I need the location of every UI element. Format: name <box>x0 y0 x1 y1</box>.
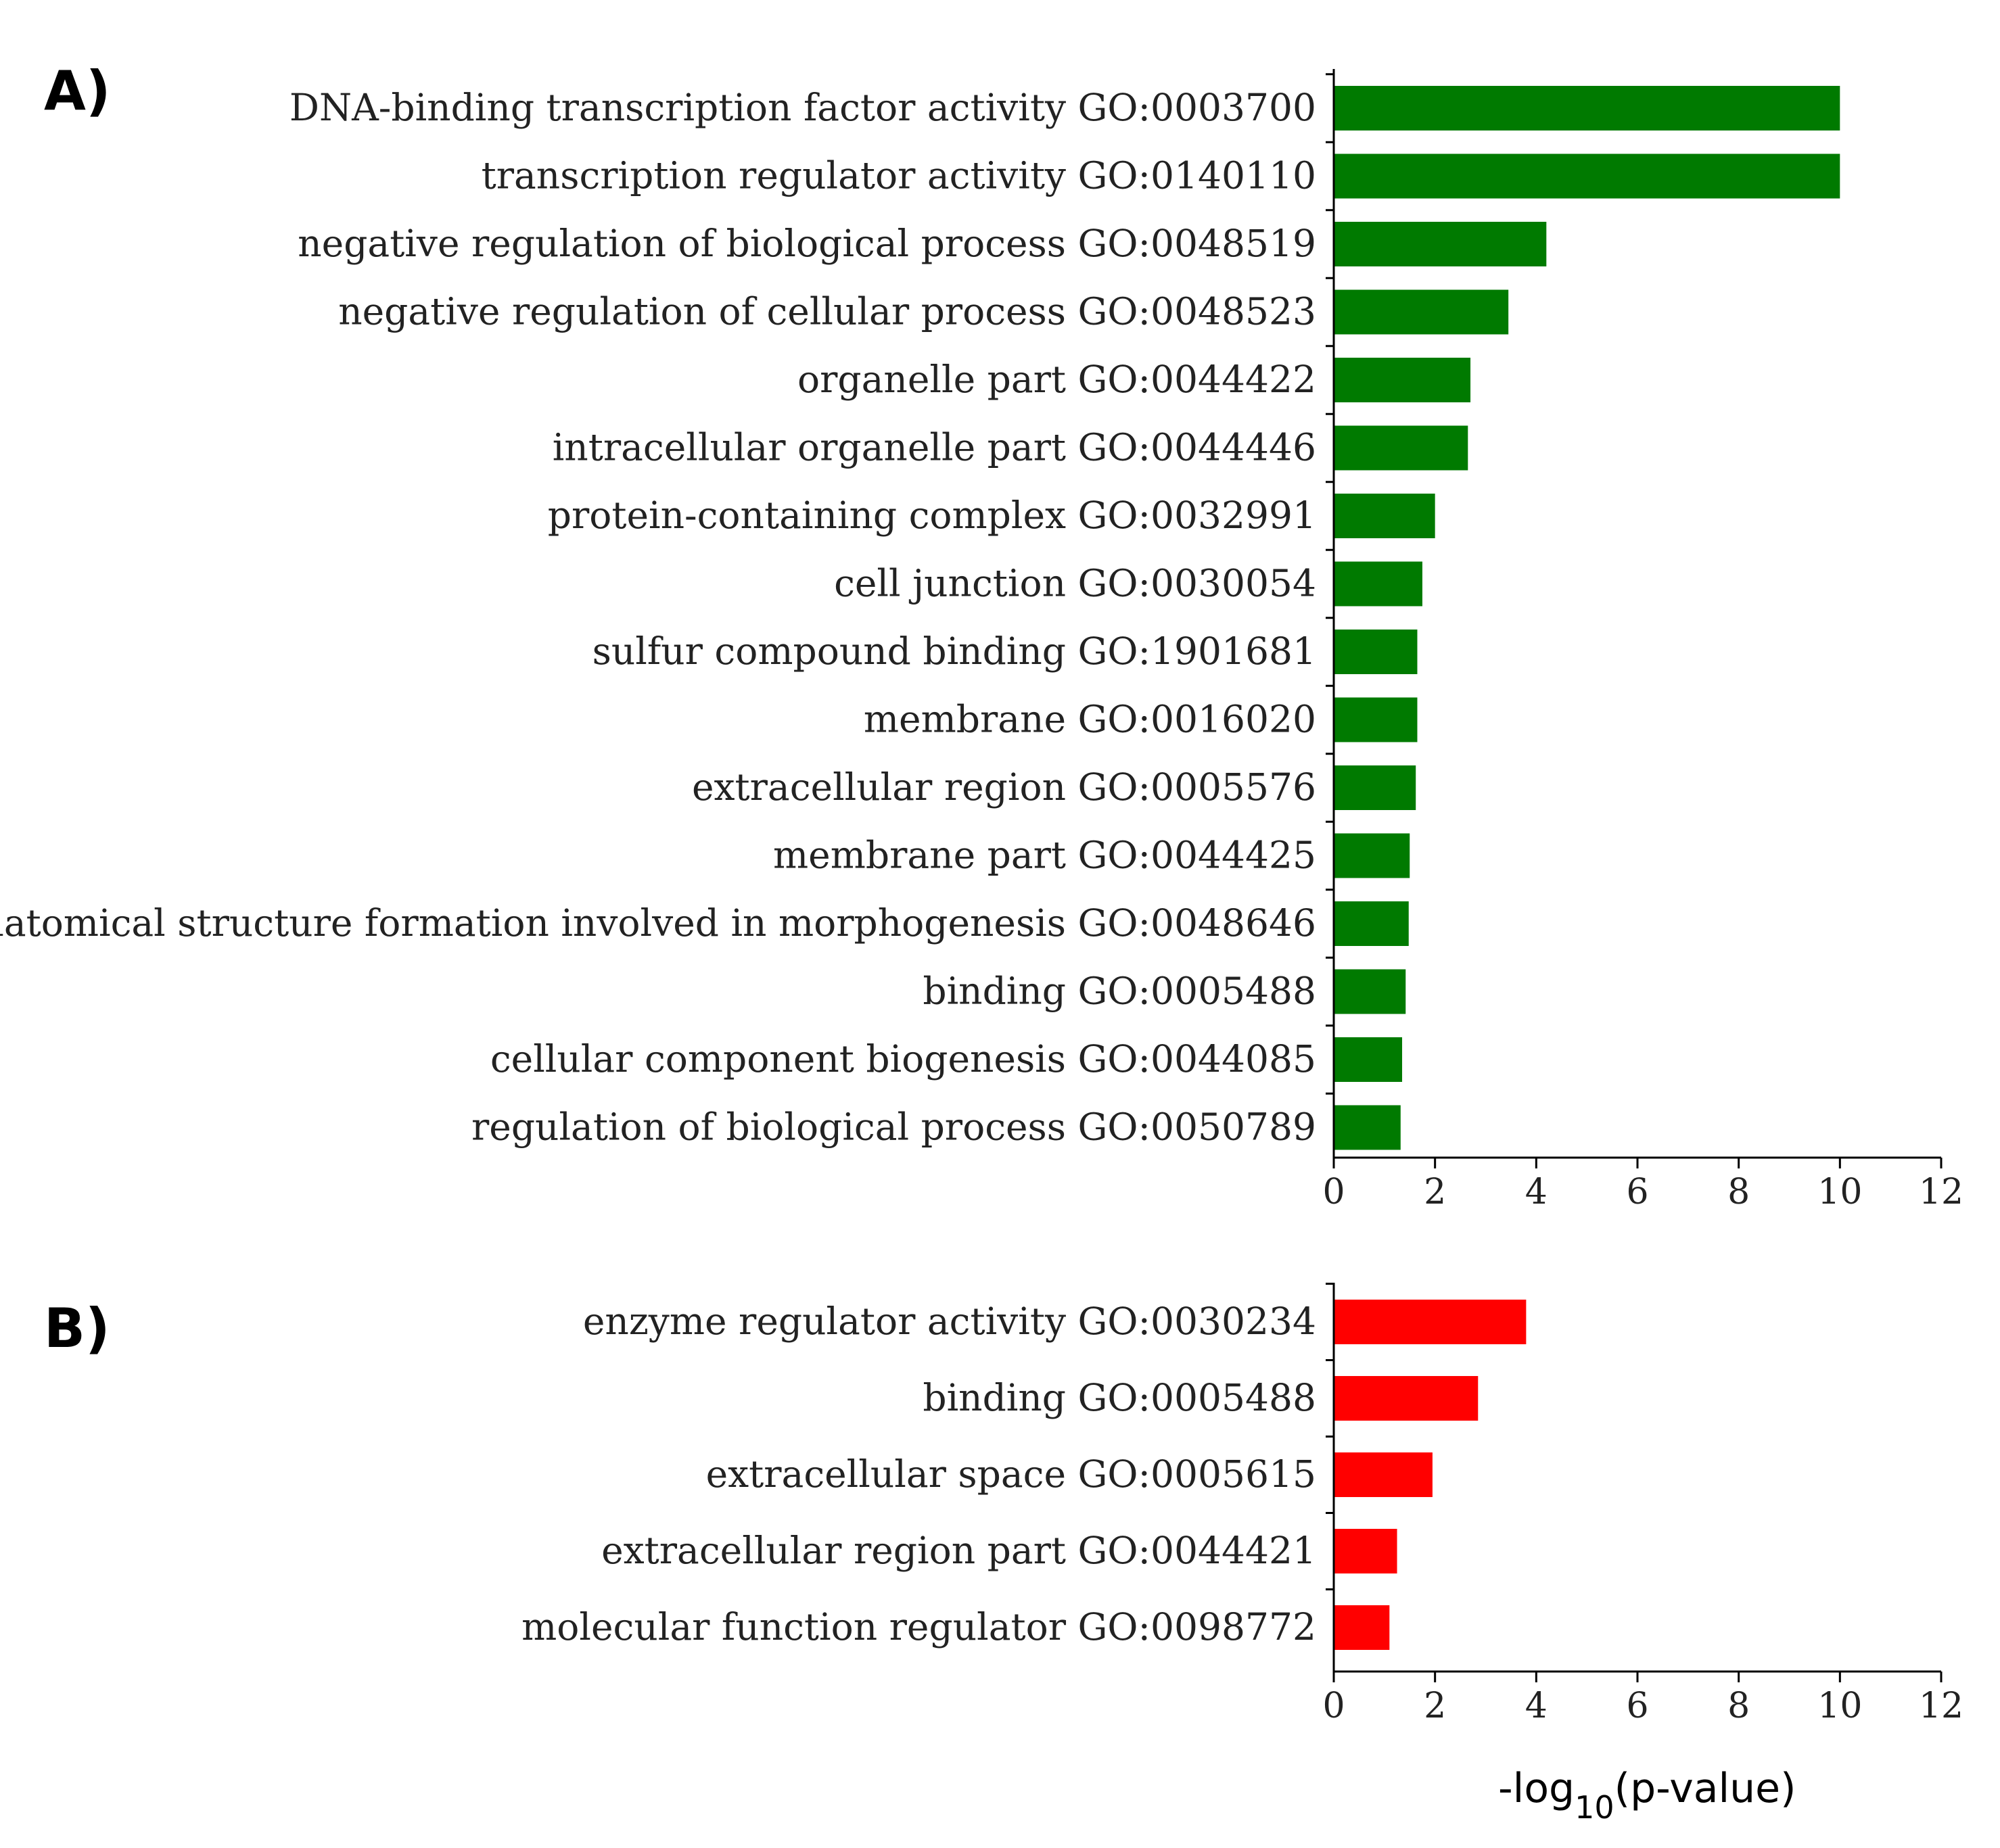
category-label: membrane part GO:0044425 <box>773 834 1316 877</box>
category-label: protein-containing complex GO:0032991 <box>548 494 1316 537</box>
x-axis-label-prefix: -log <box>1498 1765 1575 1812</box>
category-label: cellular component biogenesis GO:0044085 <box>490 1037 1316 1081</box>
category-label: regulation of biological process GO:0050… <box>471 1106 1316 1149</box>
panel-label: B) <box>44 1297 110 1360</box>
x-tick-label: 8 <box>1727 1686 1750 1726</box>
x-tick-label: 0 <box>1322 1172 1345 1212</box>
category-label: extracellular region GO:0005576 <box>692 765 1316 809</box>
bar <box>1334 1376 1479 1421</box>
x-tick-label: 6 <box>1626 1172 1648 1212</box>
category-label: membrane GO:0016020 <box>864 698 1316 741</box>
category-label: transcription regulator activity GO:0140… <box>482 154 1316 197</box>
bar <box>1334 1452 1433 1497</box>
category-label: molecular function regulator GO:0098772 <box>521 1605 1316 1649</box>
bar <box>1334 358 1471 402</box>
bar <box>1334 1300 1527 1344</box>
category-label: intracellular organelle part GO:0044446 <box>553 426 1316 469</box>
category-label: extracellular space GO:0005615 <box>706 1452 1316 1496</box>
x-axis-label: -log10(p-value) <box>1498 1765 1796 1826</box>
panel-b-chart: B) enzyme regulator activity GO:0030234 bi… <box>44 1283 1963 1726</box>
category-label: sulfur compound binding GO:1901681 <box>592 630 1316 673</box>
category-label: anatomical structure formation involved … <box>0 901 1316 945</box>
x-tick-label: 10 <box>1817 1686 1862 1726</box>
bar <box>1334 833 1410 878</box>
x-tick-label: 12 <box>1919 1172 1963 1212</box>
bar <box>1334 222 1547 266</box>
category-label: organelle part GO:0044422 <box>797 358 1316 401</box>
x-axis-label-subscript: 10 <box>1575 1789 1614 1826</box>
x-tick-label: 10 <box>1817 1172 1862 1212</box>
x-tick-label: 8 <box>1727 1172 1750 1212</box>
bar <box>1334 86 1840 131</box>
panel-label: A) <box>44 60 110 122</box>
x-tick-label: 2 <box>1424 1686 1446 1726</box>
category-label: negative regulation of biological proces… <box>298 222 1316 265</box>
category-label: DNA-binding transcription factor activit… <box>289 86 1316 129</box>
bar <box>1334 425 1468 471</box>
bar <box>1334 1105 1401 1150</box>
x-tick-label: 12 <box>1919 1686 1963 1726</box>
bar <box>1334 1605 1390 1650</box>
x-tick-label: 4 <box>1525 1172 1548 1212</box>
x-axis-label-suffix: (p-value) <box>1614 1765 1796 1812</box>
bar <box>1334 153 1840 199</box>
panel-a-chart: A) DNA-binding transcription factor activ… <box>0 60 1963 1212</box>
bar <box>1334 630 1418 674</box>
category-label: binding GO:0005488 <box>923 970 1316 1013</box>
category-label: enzyme regulator activity GO:0030234 <box>583 1300 1316 1343</box>
bar <box>1334 969 1406 1014</box>
x-tick-label: 4 <box>1525 1686 1548 1726</box>
x-tick-label: 2 <box>1424 1172 1446 1212</box>
x-tick-label: 6 <box>1626 1686 1648 1726</box>
bar <box>1334 765 1416 810</box>
bar <box>1334 697 1418 742</box>
x-tick-label: 0 <box>1322 1686 1345 1726</box>
category-label: binding GO:0005488 <box>923 1376 1316 1419</box>
bar <box>1334 1037 1403 1082</box>
bar <box>1334 289 1509 335</box>
category-label: cell junction GO:0030054 <box>834 562 1316 605</box>
bar <box>1334 561 1422 607</box>
bar <box>1334 901 1409 946</box>
category-label: negative regulation of cellular process … <box>338 290 1316 333</box>
category-label: extracellular region part GO:0044421 <box>601 1529 1316 1572</box>
bar <box>1334 1529 1397 1573</box>
bar <box>1334 494 1435 538</box>
